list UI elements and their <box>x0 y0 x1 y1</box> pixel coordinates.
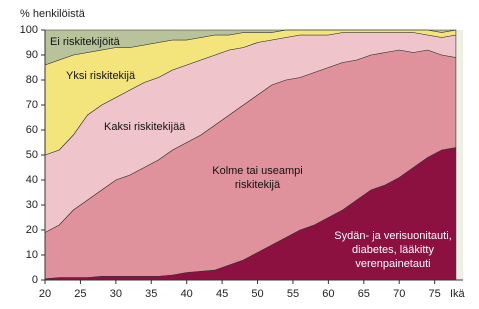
area <box>44 29 456 66</box>
x-axis-label: Ikä <box>450 288 466 300</box>
x-tick-label: 35 <box>145 288 157 300</box>
y-tick-label: 30 <box>26 199 38 211</box>
y-tick-label: 50 <box>26 149 38 161</box>
y-tick-label: 40 <box>26 174 38 186</box>
series-label: Sydän- ja verisuonitauti, diabetes, lääk… <box>334 230 452 270</box>
x-tick-label: 30 <box>110 288 122 300</box>
x-tick-label: 20 <box>39 288 51 300</box>
x-tick-label: 60 <box>322 288 334 300</box>
x-tick-label: 25 <box>74 288 86 300</box>
x-tick-label: 45 <box>216 288 228 300</box>
y-tick-label: 70 <box>26 99 38 111</box>
x-tick-label: 40 <box>181 288 193 300</box>
y-tick-label: 10 <box>26 249 38 261</box>
y-tick-label: 60 <box>26 124 38 136</box>
y-axis-label: % henkilöistä <box>20 8 86 20</box>
x-tick-label: 55 <box>287 288 299 300</box>
series-label: Ei riskitekijöitä <box>50 36 120 48</box>
y-tick-label: 0 <box>32 274 38 286</box>
series-label: Kaksi riskitekijää <box>104 121 186 133</box>
y-tick-label: 90 <box>26 49 38 61</box>
y-tick-label: 20 <box>26 224 38 236</box>
series-label: Yksi riskitekijä <box>66 70 136 82</box>
x-tick-label: 70 <box>393 288 405 300</box>
y-tick-label: 80 <box>26 74 38 86</box>
x-tick-label: 65 <box>358 288 370 300</box>
x-tick-label: 50 <box>251 288 263 300</box>
series-label: Kolme tai useampi riskitekijä <box>212 165 303 191</box>
x-tick-label: 75 <box>429 288 441 300</box>
y-tick-label: 100 <box>20 24 38 36</box>
